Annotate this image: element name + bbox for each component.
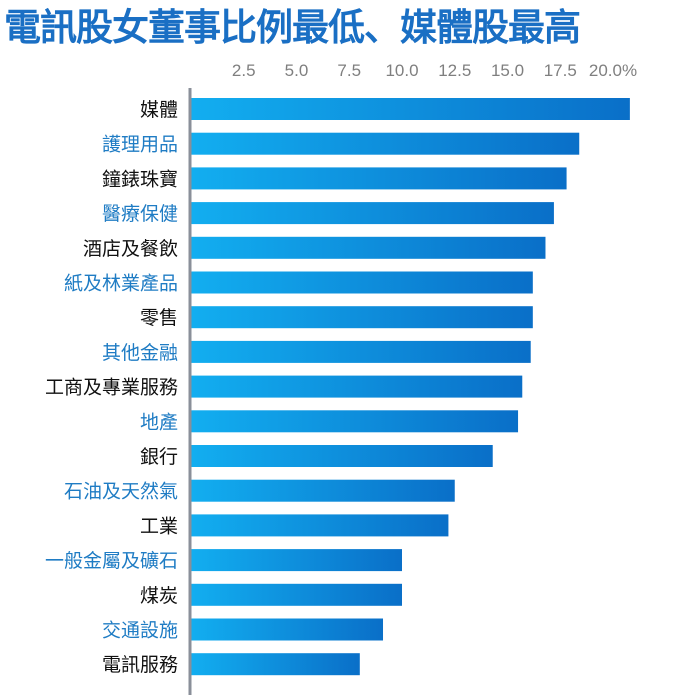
bar (191, 375, 523, 398)
category-labels: 媒體護理用品鐘錶珠寶醫療保健酒店及餐飲紙及林業產品零售其他金融工商及專業服務地產… (45, 99, 178, 676)
category-label: 交通設施 (102, 620, 178, 642)
category-label: 一般金屬及礦石 (45, 550, 178, 572)
category-label: 酒店及餐飲 (83, 238, 178, 260)
bars (191, 98, 630, 676)
bar (191, 167, 567, 190)
x-tick-label: 7.5 (337, 61, 361, 80)
category-label: 零售 (140, 307, 178, 329)
category-label: 工業 (140, 515, 178, 537)
bar (191, 618, 384, 641)
bar (191, 202, 554, 225)
bar (191, 479, 455, 502)
category-label: 紙及林業產品 (64, 273, 178, 295)
category-label: 地產 (140, 411, 178, 433)
bar (191, 236, 546, 259)
bar (191, 410, 519, 433)
bar (191, 98, 630, 120)
bar (191, 549, 402, 572)
category-label: 護理用品 (102, 134, 178, 156)
x-tick-label: 2.5 (232, 61, 256, 80)
bar (191, 340, 531, 363)
x-tick-label: 17.5 (544, 61, 577, 80)
category-label: 工商及專業服務 (45, 377, 178, 399)
x-axis-ticks: 2.5 5.0 7.5 10.0 12.5 15.0 17.5 20.0% (232, 61, 637, 80)
bar (191, 653, 360, 676)
x-tick-label: 10.0 (385, 61, 418, 80)
category-label: 銀行 (140, 446, 178, 468)
x-tick-label: 15.0 (491, 61, 524, 80)
chart-title: 電訊股女董事比例最低、媒體股最高 (4, 6, 581, 49)
bar (191, 514, 449, 537)
bar (191, 445, 493, 467)
x-tick-label: 20.0% (589, 61, 637, 80)
category-label: 石油及天然氣 (64, 481, 178, 503)
category-label: 電訊服務 (102, 654, 178, 676)
x-tick-label: 12.5 (438, 61, 471, 80)
category-label: 煤炭 (140, 585, 178, 607)
bar (191, 132, 580, 155)
category-label: 鐘錶珠寶 (102, 168, 178, 190)
bar (191, 583, 402, 606)
x-tick-label: 5.0 (285, 61, 309, 80)
bar (191, 306, 533, 329)
bar (191, 271, 533, 294)
category-label: 醫療保健 (102, 203, 178, 225)
category-label: 媒體 (140, 99, 178, 121)
category-label: 其他金融 (102, 342, 178, 364)
